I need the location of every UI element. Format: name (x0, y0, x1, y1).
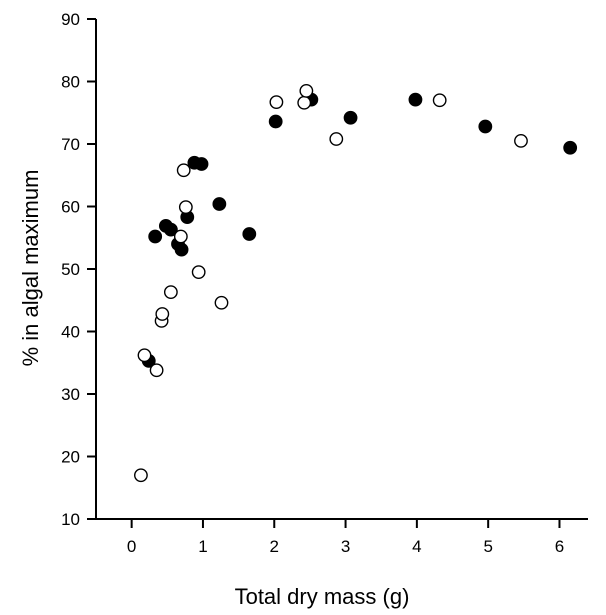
x-tick-label: 4 (412, 537, 421, 556)
open-data-point (163, 285, 178, 300)
y-tick-label: 50 (61, 260, 80, 279)
y-tick-label: 60 (61, 198, 80, 217)
filled-data-point (242, 227, 257, 241)
filled-data-point (194, 157, 209, 171)
y-axis-ticks: 10 20 30 40 50 60 70 80 90 (61, 10, 96, 529)
open-data-point (176, 163, 191, 178)
filled-data-point (343, 110, 358, 125)
filled-data-point (174, 242, 189, 257)
open-data-point (178, 200, 193, 215)
y-tick-label: 70 (61, 135, 80, 154)
open-data-point (191, 265, 206, 280)
x-tick-label: 5 (483, 537, 492, 556)
filled-data-point (268, 114, 283, 129)
open-data-point (134, 468, 148, 483)
filled-data-point (563, 140, 578, 155)
filled-data-point (163, 222, 178, 237)
open-data-point (155, 307, 170, 321)
y-tick-label: 40 (61, 323, 80, 342)
x-axis-label: Total dry mass (g) (235, 584, 410, 609)
open-data-point (329, 132, 344, 146)
data-points (134, 83, 578, 483)
y-tick-label: 20 (61, 448, 80, 467)
y-tick-label: 10 (61, 510, 80, 529)
x-tick-label: 3 (341, 537, 350, 556)
filled-data-point (408, 92, 423, 107)
filled-data-point (148, 229, 163, 244)
open-data-point (514, 133, 528, 148)
x-axis-ticks: 0 1 2 3 4 5 6 (127, 519, 564, 556)
open-data-point (214, 295, 229, 310)
open-data-point (149, 363, 164, 378)
y-tick-label: 30 (61, 385, 80, 404)
axes (95, 19, 588, 520)
x-tick-label: 2 (270, 537, 279, 556)
y-tick-label: 90 (61, 10, 80, 29)
x-tick-label: 6 (555, 537, 564, 556)
filled-data-point (212, 197, 227, 211)
x-tick-label: 1 (198, 537, 207, 556)
open-data-point (432, 93, 447, 108)
open-data-point (269, 95, 284, 110)
filled-data-point (478, 119, 493, 134)
open-data-point (173, 229, 188, 244)
y-axis-label: % in algal maximum (18, 170, 43, 367)
y-tick-label: 80 (61, 73, 80, 92)
open-data-point (297, 95, 312, 110)
open-data-point (299, 83, 314, 98)
x-tick-label: 0 (127, 537, 136, 556)
open-data-point (137, 348, 152, 363)
